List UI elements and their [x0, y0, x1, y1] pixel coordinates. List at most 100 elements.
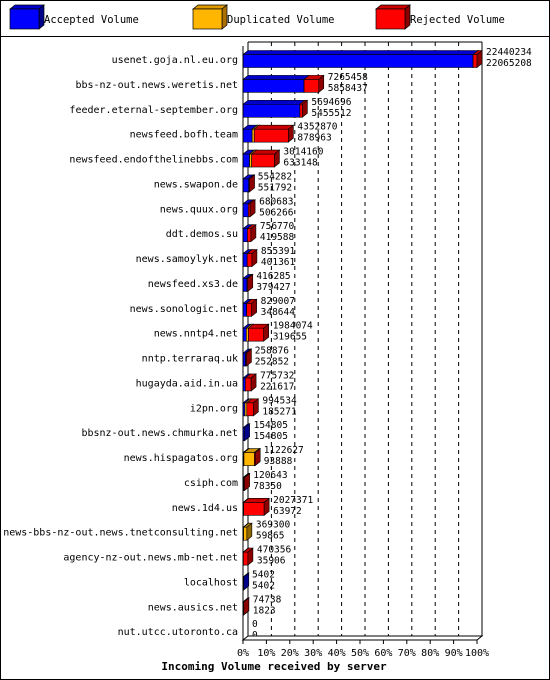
legend-item-accepted: Accepted Volume	[9, 4, 139, 30]
category-label: news.samoylyk.net	[136, 254, 238, 265]
total-volume-label: 258876	[255, 346, 290, 357]
bar-side	[247, 273, 254, 293]
total-volume-label: 2027371	[273, 495, 313, 506]
x-tick-label: 0%	[237, 648, 249, 659]
axis-layer: 0% 10% 20% 30% 40% 50% 60% 70% 80% 90% 100%	[237, 46, 489, 659]
category-label: csiph.com	[184, 478, 238, 489]
bar-side	[247, 547, 254, 566]
category-label: bbs-nz-out.news.weretis.net	[75, 80, 238, 91]
bar-front	[299, 103, 303, 118]
bar-front	[242, 128, 253, 143]
bar-front	[242, 54, 474, 68]
accepted-volume-label: 59865	[256, 531, 285, 542]
total-volume-label: 7265458	[328, 72, 368, 83]
bar-side	[263, 497, 270, 516]
bars-layer	[242, 49, 483, 616]
x-tick-label: 60%	[374, 648, 392, 659]
total-volume-label: 154805	[254, 420, 288, 431]
legend: Accepted Volume Duplicated Volume Reject…	[9, 4, 505, 30]
bar-segment-duplicated-volume	[242, 522, 253, 541]
accepted-volume-label: 221617	[260, 381, 294, 392]
bar-front	[242, 178, 250, 193]
total-volume-label: 554282	[258, 171, 292, 182]
accepted-volume-label: 633148	[283, 158, 318, 169]
category-label: nut.utcc.utoronto.ca	[118, 627, 238, 638]
bar-front	[246, 402, 254, 417]
bar-segment-rejected-volume	[244, 348, 253, 367]
total-volume-label: 416285	[256, 271, 290, 282]
bar-top	[253, 124, 295, 130]
bar-side	[251, 248, 258, 268]
bar-front	[249, 153, 252, 168]
bar-segment-rejected-volume	[247, 199, 256, 218]
bar-segment-rejected-volume	[253, 124, 295, 143]
accepted-volume-label: 348644	[261, 307, 296, 318]
accepted-volume-label: 78350	[253, 481, 282, 492]
x-tick-label: 100%	[465, 648, 489, 659]
bar-side	[254, 447, 261, 467]
accepted-volume-label: 878963	[297, 133, 331, 144]
total-volume-label: 680683	[259, 196, 293, 207]
accepted-volume-label: 35906	[257, 556, 286, 567]
category-label: agency-nz-out.news.mb-net.net	[63, 553, 238, 564]
category-label: newsfeed.endofthelinebbs.com	[69, 155, 238, 166]
x-axis-floor	[241, 635, 484, 641]
category-label: usenet.goja.nl.eu.org	[112, 55, 238, 66]
bar-side	[302, 99, 308, 118]
bar-side	[251, 298, 257, 317]
bar-segment-rejected-volume	[245, 298, 258, 317]
bar-front	[253, 128, 289, 143]
category-label: news.hispagatos.org	[124, 453, 238, 464]
bar-side	[244, 472, 250, 492]
bar-front	[251, 153, 275, 168]
total-volume-label: 775732	[260, 370, 294, 381]
category-label: hugayda.aid.in.ua	[136, 378, 238, 389]
accepted-volume-label: 551792	[258, 182, 292, 193]
category-label: newsfeed.xs3.de	[148, 279, 238, 290]
accepted-volume-label: 5455512	[311, 108, 351, 119]
bar-front	[303, 79, 320, 93]
total-volume-label: 855391	[261, 246, 296, 257]
x-tick-label: 40%	[328, 648, 346, 659]
bar-segment-rejected-volume	[472, 49, 483, 69]
total-volume-label: 5402	[252, 569, 275, 580]
accepted-volume-label: 154805	[254, 431, 288, 442]
category-label: ddt.demos.su	[166, 229, 238, 240]
accepted-volume-label: 419588	[260, 232, 295, 243]
accepted-volume-label: 63972	[273, 506, 302, 517]
bar-front	[242, 253, 248, 267]
bar-side	[243, 597, 250, 616]
legend-swatch-accepted-top	[9, 4, 45, 10]
accepted-volume-label: 5402	[252, 580, 275, 591]
legend-swatch-rejected-top	[375, 4, 411, 10]
x-axis-title: Incoming Volume received by server	[161, 660, 387, 673]
total-volume-label: 5694696	[311, 97, 351, 108]
bar-front	[242, 79, 305, 93]
bar-front	[246, 253, 253, 267]
accepted-volume-label: 93888	[264, 456, 293, 467]
bar-front	[245, 377, 252, 392]
bar-side	[249, 174, 255, 193]
bar-segment-accepted-volume	[242, 99, 306, 118]
x-tick-label: 90%	[445, 648, 463, 659]
category-label: news.nntp4.net	[154, 329, 238, 340]
category-label: localhost	[184, 577, 238, 588]
bar-side	[246, 522, 253, 541]
bar-front	[251, 128, 255, 143]
x-tick-label: 80%	[421, 648, 439, 659]
x-tick-label: 10%	[257, 648, 275, 659]
category-label: news.1d4.us	[172, 503, 238, 514]
category-label: feeder.eternal-september.org	[69, 105, 238, 116]
accepted-volume-label: 506266	[259, 207, 294, 218]
bar-side	[274, 149, 280, 168]
category-label: news.ausics.net	[148, 602, 238, 613]
bar-segment-rejected-volume	[247, 174, 256, 193]
accepted-volume-label: 5858437	[328, 83, 368, 94]
bar-front	[243, 551, 249, 566]
category-label: i2pn.org	[190, 403, 238, 414]
bar-front	[243, 452, 255, 466]
bar-side	[249, 199, 256, 218]
bar-side	[318, 74, 325, 94]
total-volume-label: 22440234	[486, 47, 532, 58]
